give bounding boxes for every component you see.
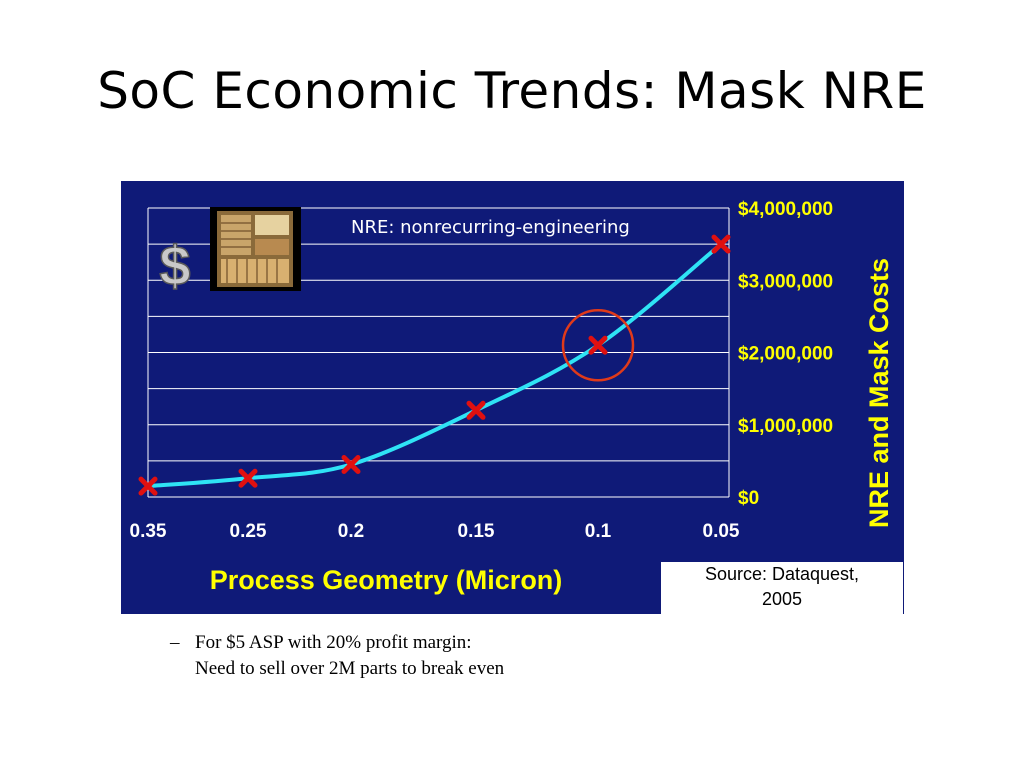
x-tick-label: 0.1 (585, 521, 612, 542)
data-point-marker (341, 454, 361, 474)
source-line-1: Source: Dataquest, (704, 564, 860, 584)
chip-die-icon (210, 207, 301, 291)
source-citation-box: Source: Dataquest, 2005 (661, 562, 903, 614)
x-tick-labels: 0.35 0.25 0.2 0.15 0.1 0.05 (130, 521, 740, 542)
highlight-circle (561, 309, 635, 382)
slide-title: SoC Economic Trends: Mask NRE (97, 62, 927, 120)
x-tick-label: 0.35 (130, 521, 167, 542)
x-tick-label: 0.25 (230, 521, 267, 542)
x-axis-title: Process Geometry (Micron) (210, 565, 563, 595)
y-tick-label: $3,000,000 (738, 271, 833, 292)
nre-cost-chart: $0 $1,000,000 $2,000,000 $3,000,000 $4,000,0… (130, 199, 894, 595)
data-markers (138, 234, 731, 496)
y-tick-label: $1,000,000 (738, 416, 833, 437)
data-point-marker (711, 234, 731, 254)
x-tick-label: 0.05 (703, 521, 740, 542)
source-line-2: 2005 (761, 589, 803, 609)
y-tick-label: $2,000,000 (738, 344, 833, 365)
y-tick-labels: $0 $1,000,000 $2,000,000 $3,000,000 $4,000,0… (738, 199, 833, 509)
x-tick-label: 0.15 (458, 521, 495, 542)
dollar-sign-icon: $ (159, 234, 190, 297)
note-line-2: Need to sell over 2M parts to break even (195, 658, 505, 679)
y-axis-title: NRE and Mask Costs (864, 258, 894, 528)
y-tick-label: $0 (738, 488, 759, 509)
y-tick-label: $4,000,000 (738, 199, 833, 220)
data-point-marker (466, 400, 486, 420)
nre-definition-note: NRE: nonrecurring-engineering (351, 217, 630, 238)
data-point-marker (588, 335, 608, 355)
data-point-marker (238, 468, 258, 488)
cost-curve-line (146, 242, 723, 489)
chart-panel: $0 $1,000,000 $2,000,000 $3,000,000 $4,000,0… (121, 181, 904, 614)
data-point-marker (138, 476, 158, 496)
x-tick-label: 0.2 (338, 521, 364, 542)
note-line-1: For $5 ASP with 20% profit margin: (195, 632, 472, 653)
note-dash: – (170, 632, 180, 653)
